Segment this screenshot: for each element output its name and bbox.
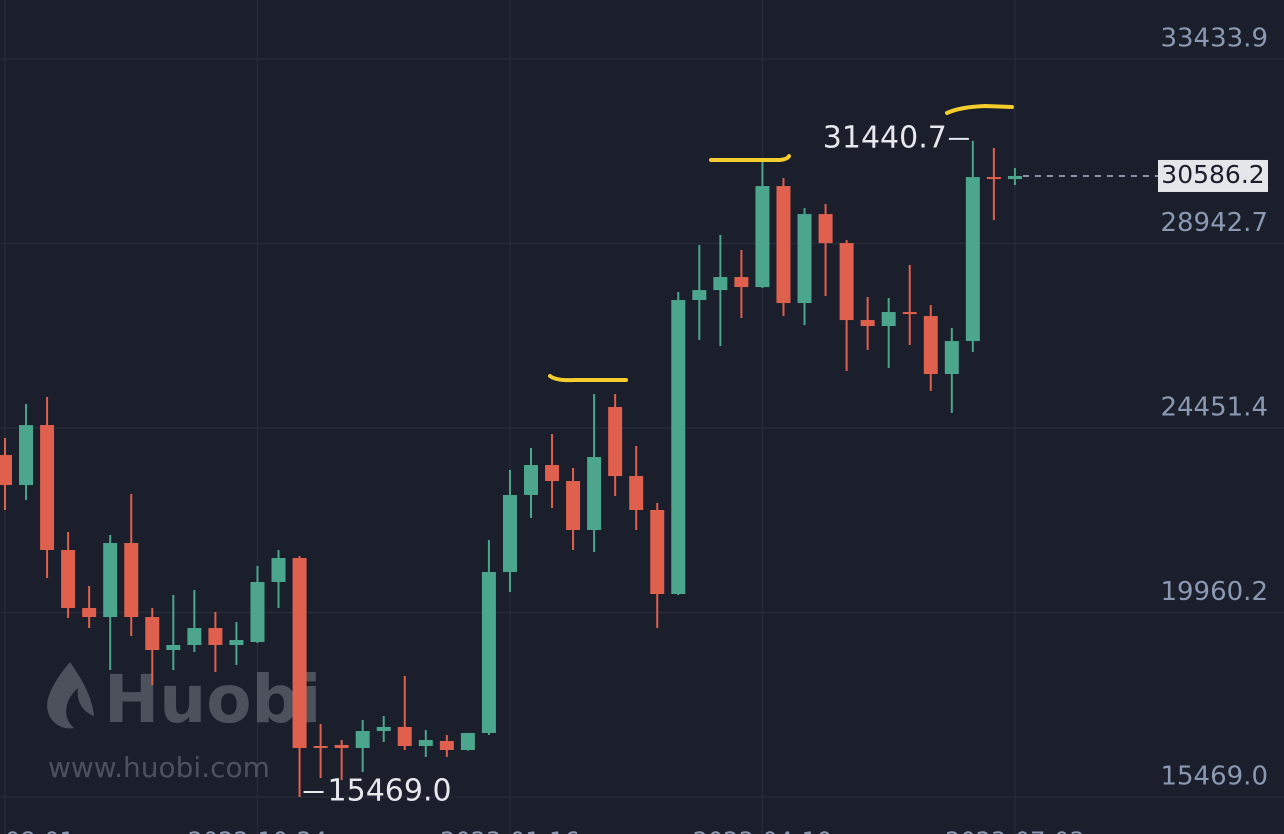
candle-body [334,744,349,748]
min-label: 15469.0 [328,773,452,808]
candle-body [650,510,665,595]
candle-body [1007,175,1022,180]
max-label: 31440.7 [823,120,947,155]
x-tick-label: 2022-10-24 [188,827,327,834]
candle-body [545,465,560,482]
y-tick-label: 28942.7 [1160,208,1268,238]
candle-body [376,726,391,732]
candles [0,140,1022,797]
candle-body [524,465,538,496]
candle-body [587,457,602,531]
candle-body [397,726,412,747]
candle-body [124,543,139,618]
overlay: 15469.0 19960.2 24451.4 28942.7 33433.9 2022-… [0,23,1268,834]
candle-body [229,640,244,645]
x-tick-label: 2023-07-03 [945,827,1084,834]
x-tick-label: 2022-08-01 [0,827,75,834]
y-tick-label: 15469.0 [1160,761,1268,791]
candle-body [145,617,160,651]
candle-body [797,214,812,304]
candle-body [61,550,76,609]
candle-body [439,740,454,750]
candle-body [271,558,286,583]
candle-body [881,312,896,327]
candle-body [103,543,118,618]
candle-body [166,644,181,651]
last-price-label: 30586.2 [1161,160,1264,189]
candle-body [713,277,728,291]
watermark-brand: Huobi [104,661,321,738]
candle-body [818,214,833,244]
candle-body [502,495,517,572]
candle-body [671,300,686,595]
candle-body [250,582,265,642]
candle-body [986,177,1001,180]
x-tick-label: 2023-04-10 [693,827,832,834]
candle-body [944,341,959,375]
candle-body [566,481,581,531]
candle-body [692,290,707,301]
candle-body [608,407,623,477]
y-tick-label: 19960.2 [1160,577,1268,607]
y-tick-label: 33433.9 [1160,23,1268,53]
candle-body [460,732,475,750]
x-tick-label: 2023-01-16 [440,827,579,834]
candle-body [19,425,34,486]
candle-body [40,425,55,551]
candle-body [187,628,202,645]
candle-body [82,608,97,618]
watermark-logo [47,662,94,729]
y-tick-label: 24451.4 [1160,392,1268,422]
candle-body [965,177,980,342]
candle-body [902,312,917,315]
last-price-box [1158,159,1268,192]
candle-body [755,186,770,288]
candle-body [734,277,749,288]
drawings [548,103,1014,383]
candle-body [923,316,938,375]
candle-body [839,243,854,321]
candle-body [313,746,328,749]
drawn-line [709,154,791,162]
candle-body [418,740,433,747]
candle-body [860,320,875,327]
candle-body [629,476,644,511]
candle-body [355,731,370,748]
candle-body [0,455,12,486]
candle-body [208,628,223,645]
drawn-line [548,374,628,383]
candle-body [481,571,496,733]
watermark: Huobi www.huobi.com [47,661,321,784]
watermark-url: www.huobi.com [48,751,270,784]
drawn-line [945,103,1014,115]
candle-body [776,186,791,304]
candle-body [292,558,307,748]
